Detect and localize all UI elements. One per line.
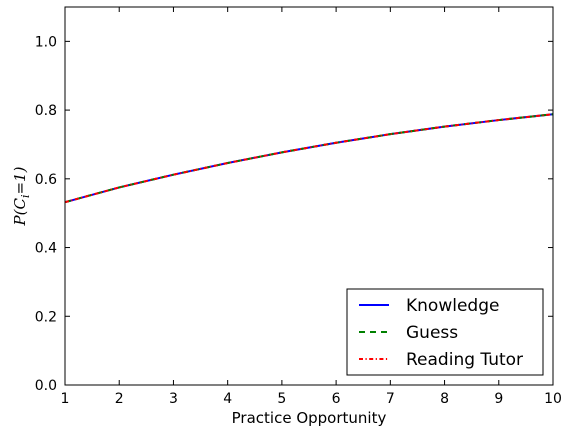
legend-label-guess: Guess bbox=[406, 323, 458, 343]
x-tick-label: 6 bbox=[332, 391, 341, 407]
x-axis-label: Practice Opportunity bbox=[232, 409, 387, 427]
legend-label-reading-tutor: Reading Tutor bbox=[406, 350, 523, 370]
y-tick-label: 0.4 bbox=[35, 241, 57, 257]
series-line-reading-tutor bbox=[64, 113, 554, 204]
y-tick-label: 1.0 bbox=[35, 34, 57, 50]
y-tick-label: 0.2 bbox=[35, 309, 57, 325]
x-tick-label: 2 bbox=[115, 391, 124, 407]
plot-frame bbox=[64, 6, 554, 386]
plot-area bbox=[64, 113, 554, 204]
x-tick-label: 7 bbox=[386, 391, 395, 407]
x-tick-label: 1 bbox=[61, 391, 70, 407]
x-tick-label: 4 bbox=[223, 391, 232, 407]
y-tick-label: 0.6 bbox=[35, 172, 57, 188]
y-axis-label-subscript: i bbox=[19, 195, 32, 199]
x-tick-label: 5 bbox=[277, 391, 286, 407]
y-tick-label: 0.0 bbox=[35, 378, 57, 394]
y-axis-label: P(Ci=1) bbox=[11, 166, 32, 226]
x-tick-label: 9 bbox=[494, 391, 503, 407]
legend-label-knowledge: Knowledge bbox=[406, 296, 499, 316]
axis-ticks: 1 2 3 4 5 6 7 8 9 10 0.0 0.2 0.4 0.6 0.8 1.0 bbox=[35, 7, 562, 407]
x-tick-label: 8 bbox=[440, 391, 449, 407]
legend: Knowledge Guess Reading Tutor bbox=[346, 288, 544, 376]
legend-box bbox=[346, 288, 544, 376]
y-tick-label: 0.8 bbox=[35, 103, 57, 119]
y-axis-label-suffix: =1) bbox=[11, 166, 29, 194]
x-tick-label: 3 bbox=[169, 391, 178, 407]
y-axis-label-prefix: P(C bbox=[11, 198, 29, 227]
x-tick-label: 10 bbox=[544, 391, 562, 407]
